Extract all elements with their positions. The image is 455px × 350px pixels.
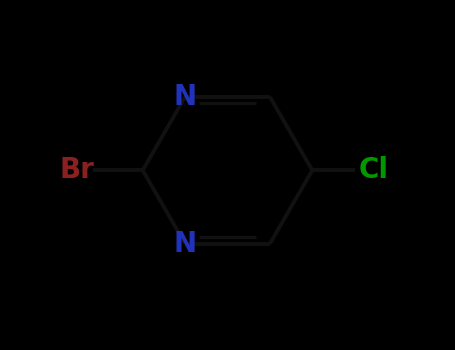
Text: N: N: [173, 83, 197, 111]
Text: Cl: Cl: [359, 156, 389, 184]
Text: Br: Br: [59, 156, 94, 184]
Text: N: N: [173, 230, 197, 258]
